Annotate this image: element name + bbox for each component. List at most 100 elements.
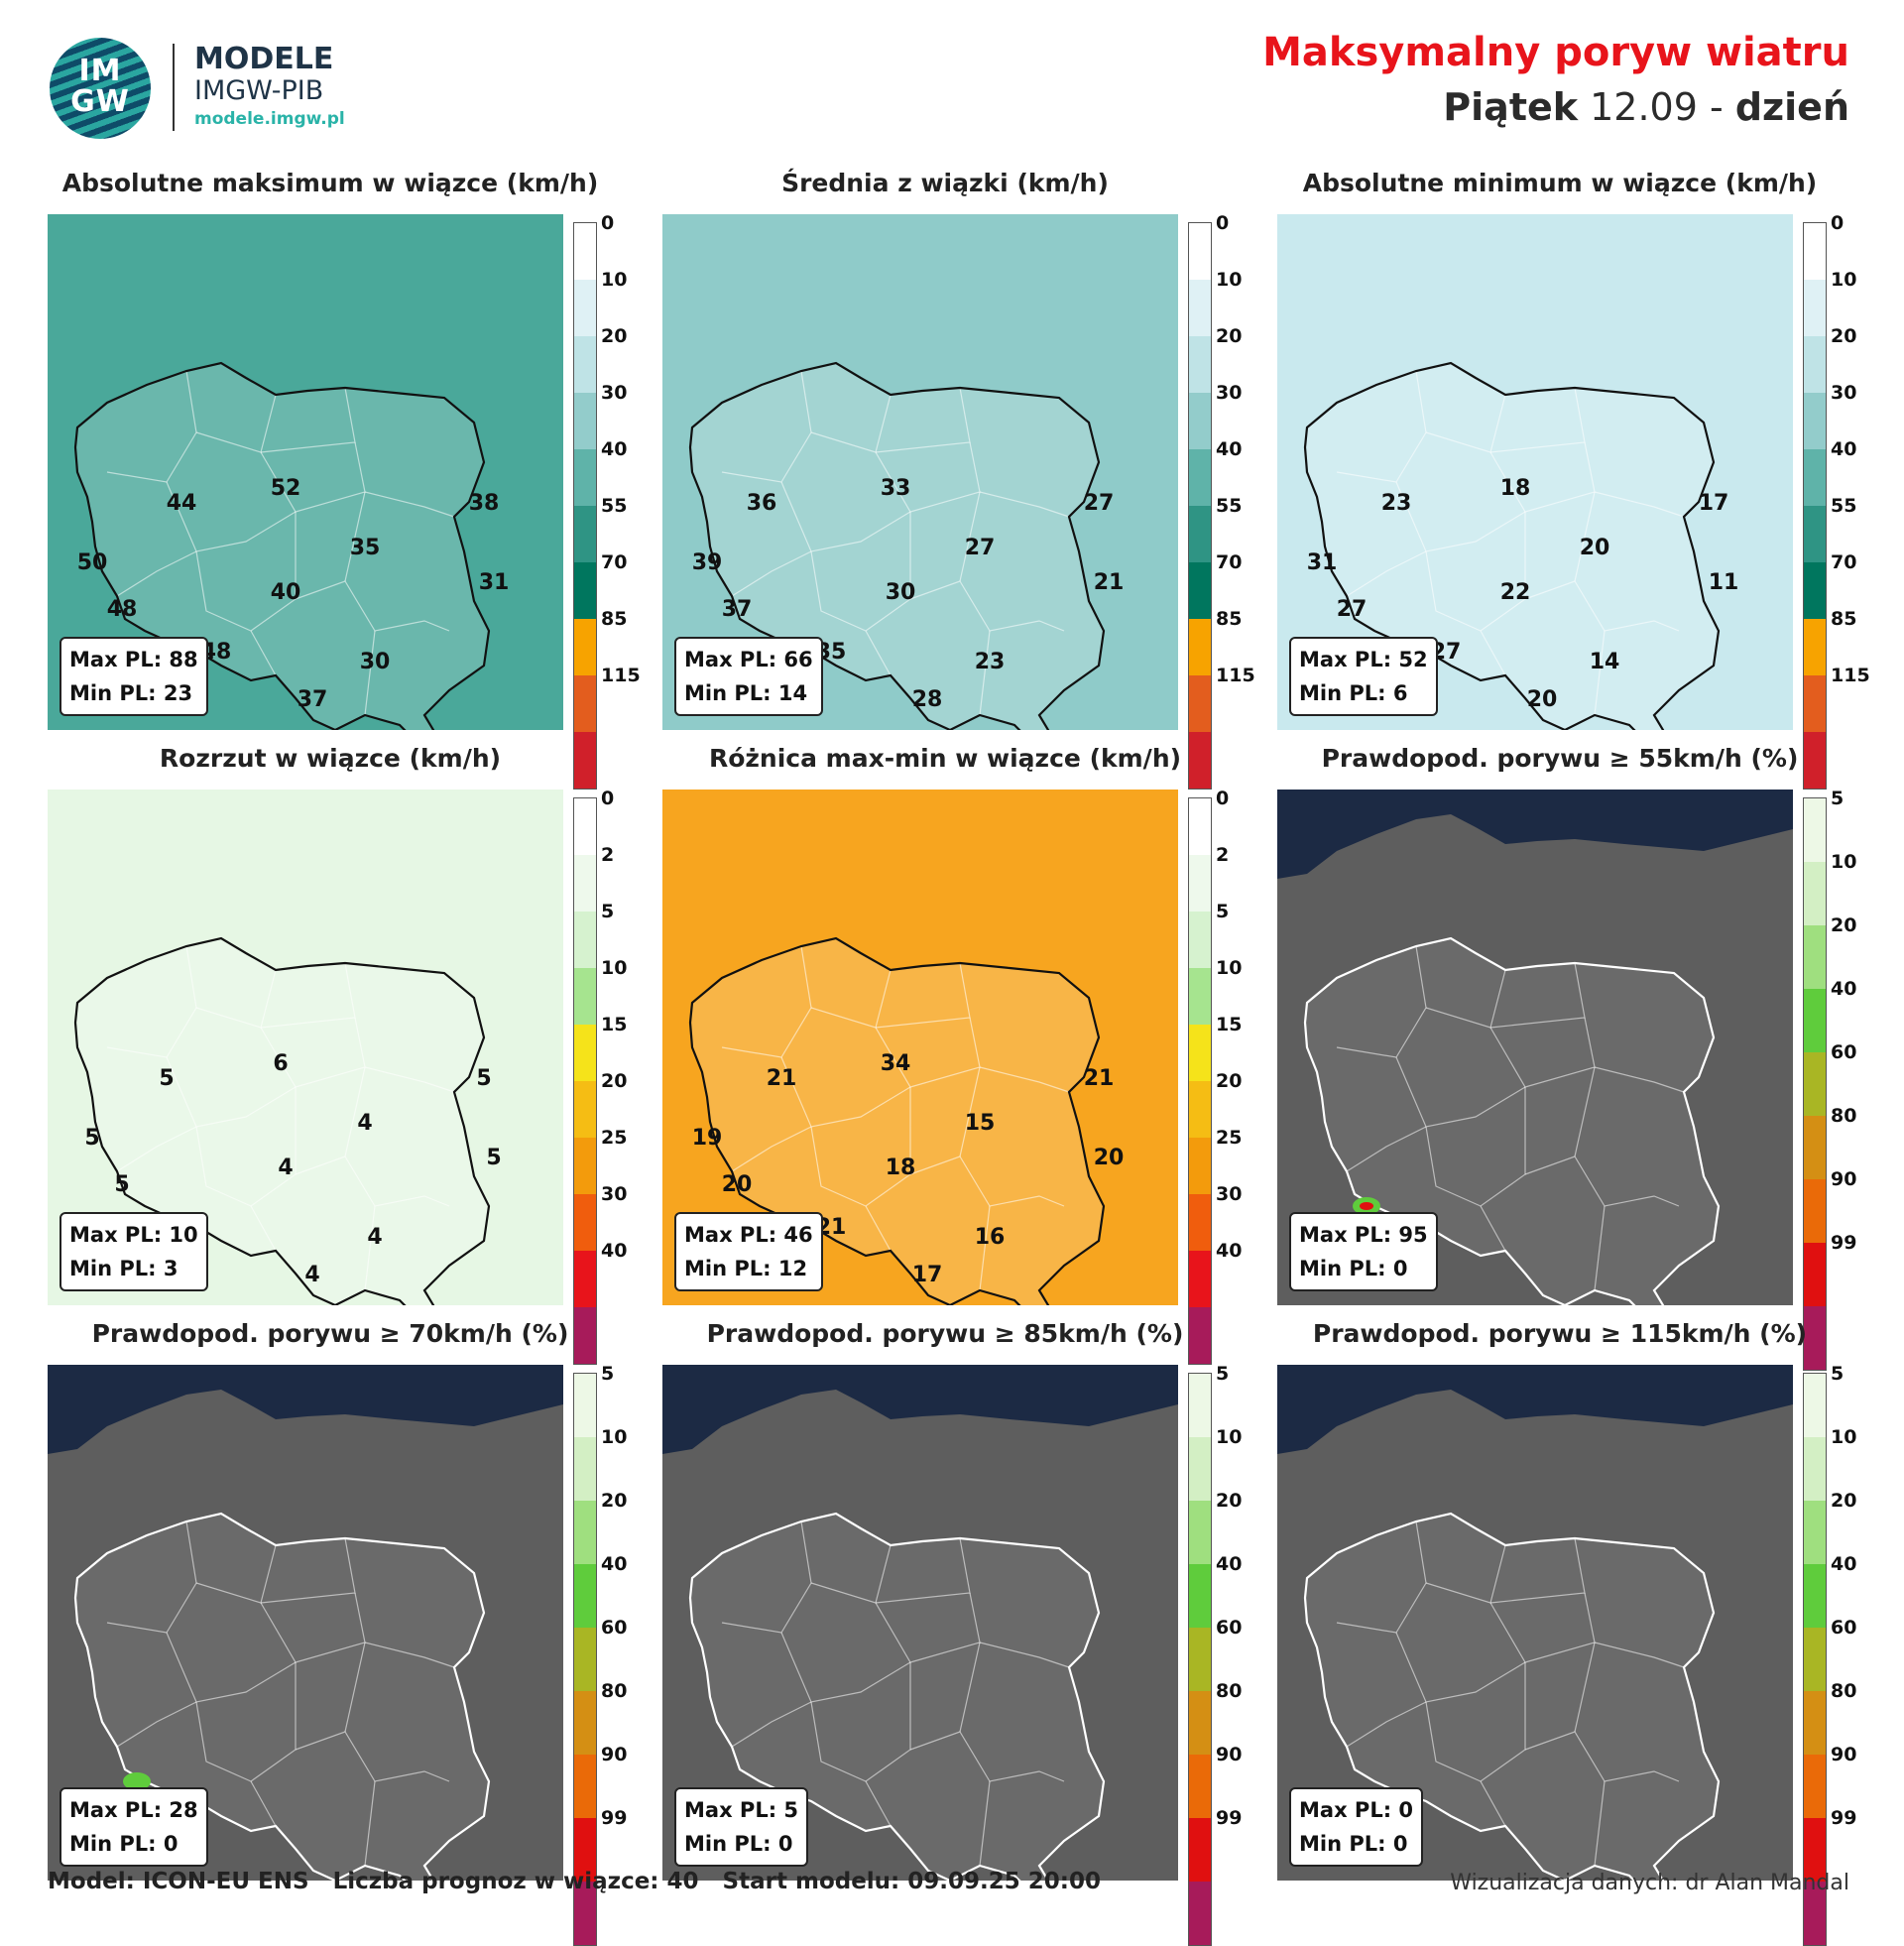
logo-url[interactable]: modele.imgw.pl [194, 109, 345, 129]
map-value-label: 27 [1084, 491, 1115, 516]
legend-label: 10 [1216, 957, 1243, 979]
legend-swatch [1189, 506, 1211, 562]
legend-swatch [1804, 732, 1826, 789]
footer-credit: Wizualizacja danych: dr Alan Mandal [1450, 1871, 1849, 1895]
map-value-label: 4 [304, 1263, 319, 1287]
region-border [979, 1642, 1070, 1668]
legend-label: 115 [1831, 665, 1870, 686]
map-value-label: 22 [1500, 580, 1531, 605]
forecast-map[interactable]: 2318173120272211273014202210141398913Max… [1277, 214, 1793, 730]
region-border [875, 441, 981, 513]
legend-label: 70 [1216, 551, 1243, 573]
map-value-label: 23 [975, 650, 1006, 674]
forecast-map[interactable]: 3633273927373021353823283018222522181623… [662, 214, 1178, 730]
legend-swatch [1804, 925, 1826, 989]
region-border [250, 630, 277, 676]
map-value-label: 21 [1094, 570, 1125, 595]
logo-org: IMGW-PIB [194, 75, 324, 106]
region-border [1574, 1066, 1596, 1157]
region-border [721, 1520, 812, 1634]
country-border [73, 1512, 491, 1881]
min-value: Min PL: 0 [69, 1832, 178, 1856]
map-value-label: 21 [767, 1066, 797, 1091]
region-border [731, 550, 812, 597]
sea-area [1277, 1365, 1793, 1454]
region-border [1594, 1780, 1606, 1867]
map-value-label: 4 [357, 1111, 372, 1136]
forecast-map[interactable]: 4452385035484031484730374029393534322934… [48, 214, 563, 730]
max-value: Max PL: 52 [1299, 648, 1428, 671]
legend-swatch [574, 223, 596, 280]
region-border [116, 550, 197, 597]
map-value-label: 4 [278, 1155, 293, 1180]
color-legend [1803, 222, 1827, 790]
legend-label: 10 [601, 957, 628, 979]
legend-swatch [1804, 862, 1826, 925]
region-border [959, 1642, 981, 1733]
map-value-label: 23 [1381, 491, 1412, 516]
forecast-map[interactable]: Max PL: 0 Min PL: 0 [1277, 1365, 1793, 1881]
region-border [1336, 1520, 1427, 1634]
region-border [1489, 1592, 1596, 1663]
country-border [688, 361, 1106, 730]
legend-swatch [1804, 562, 1826, 619]
min-value: Min PL: 6 [1299, 681, 1408, 705]
min-value: Min PL: 0 [1299, 1832, 1408, 1856]
map-value-label: 27 [965, 536, 996, 560]
forecast-map[interactable]: Max PL: 95 Min PL: 0 [1277, 790, 1793, 1305]
legend-swatch [1189, 1081, 1211, 1138]
region-border [166, 481, 297, 552]
legend-label: 20 [601, 1490, 628, 1512]
legend-label: 99 [1831, 1232, 1857, 1254]
legend-swatch [1804, 393, 1826, 449]
region-border [166, 1632, 297, 1703]
map-panel-9: Prawdopod. porywu ≥ 115km/h (%) Max PL: 0… [1277, 1319, 1892, 1946]
legend-swatch [574, 968, 596, 1025]
legend-swatch [1804, 675, 1826, 732]
region-border [364, 630, 376, 716]
region-border [260, 1017, 366, 1088]
map-value-label: 33 [881, 476, 911, 501]
legend-swatch [1189, 1691, 1211, 1755]
map-value-label: 20 [1527, 687, 1558, 712]
legend-label: 40 [1831, 978, 1857, 1000]
legend-swatch [574, 393, 596, 449]
map-value-label: 29 [439, 729, 470, 730]
legend-swatch [1189, 912, 1211, 968]
map-value-label: 31 [479, 570, 510, 595]
region-border [106, 370, 197, 483]
legend-label: 30 [1831, 382, 1857, 404]
region-border [721, 945, 812, 1058]
map-value-label: 40 [271, 580, 301, 605]
legend-swatch [1189, 1251, 1211, 1307]
country-border [688, 1512, 1106, 1881]
legend-label: 25 [1216, 1127, 1243, 1149]
region-border [959, 1066, 981, 1157]
legend-swatch [1189, 968, 1211, 1025]
legend-label: 70 [601, 551, 628, 573]
forecast-map[interactable]: Max PL: 5 Min PL: 0 [662, 1365, 1178, 1881]
color-legend [573, 222, 597, 790]
forecast-map[interactable]: Max PL: 28 Min PL: 0 [48, 1365, 563, 1881]
legend-swatch [1804, 1437, 1826, 1501]
legend-label: 5 [1216, 901, 1230, 922]
legend-label: 85 [601, 608, 628, 630]
map-value-label: 30 [886, 580, 916, 605]
legend-label: 5 [1831, 788, 1844, 809]
legend-swatch [574, 912, 596, 968]
legend-swatch [1189, 1307, 1211, 1364]
region-border [979, 1066, 1070, 1093]
stats-box: Max PL: 88 Min PL: 23 [60, 637, 208, 716]
map-value-label: 17 [912, 1263, 943, 1287]
panel-title: Prawdopod. porywu ≥ 115km/h (%) [1312, 1319, 1808, 1348]
map-value-label: 20 [722, 1172, 753, 1197]
region-border [1336, 370, 1427, 483]
legend-swatch [1804, 798, 1826, 862]
panel-title: Prawdopod. porywu ≥ 55km/h (%) [1321, 744, 1799, 773]
legend-label: 85 [1216, 608, 1243, 630]
forecast-map[interactable]: 2134211915201820211716171820252225242021… [662, 790, 1178, 1305]
legend-label: 0 [601, 212, 615, 234]
legend-swatch [1804, 1306, 1826, 1370]
